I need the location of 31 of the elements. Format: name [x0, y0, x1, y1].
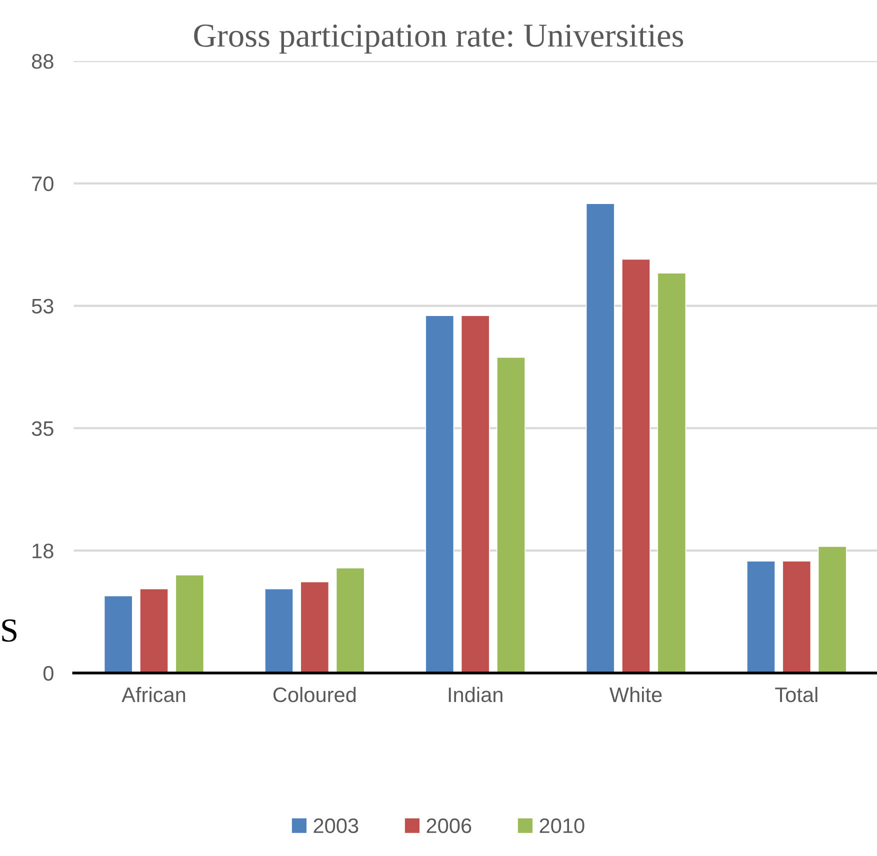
bar	[264, 588, 294, 673]
x-tick-label: Total	[775, 686, 818, 702]
bar	[425, 315, 454, 673]
bar	[586, 203, 615, 673]
text: S	[2, 619, 16, 642]
y-tick-label: 35	[32, 421, 54, 436]
bar	[782, 560, 812, 673]
y-tick-label: 70	[32, 176, 54, 192]
bar	[300, 581, 330, 673]
bar	[336, 568, 365, 673]
bar	[746, 560, 776, 673]
legend-label: 2003	[314, 818, 358, 834]
bar	[818, 546, 847, 673]
bar	[140, 588, 168, 673]
legend-label: 2006	[426, 818, 472, 834]
x-tick-label: African	[122, 686, 186, 702]
bar	[622, 258, 650, 673]
bar	[460, 315, 490, 673]
y-tick-label: 0	[43, 666, 54, 681]
legend-label: 2010	[540, 818, 584, 834]
bar	[657, 272, 686, 673]
chart-title: Gross participation rate: Universities	[194, 24, 684, 54]
bar	[175, 574, 204, 673]
bar	[104, 595, 133, 673]
x-tick-label: Indian	[448, 686, 502, 702]
y-tick-label: 18	[32, 544, 54, 558]
y-tick-label: 53	[32, 298, 54, 314]
x-tick-label: Coloured	[273, 686, 356, 702]
bar	[496, 356, 526, 673]
y-tick-label: 88	[32, 54, 54, 69]
x-tick-label: White	[609, 686, 662, 702]
